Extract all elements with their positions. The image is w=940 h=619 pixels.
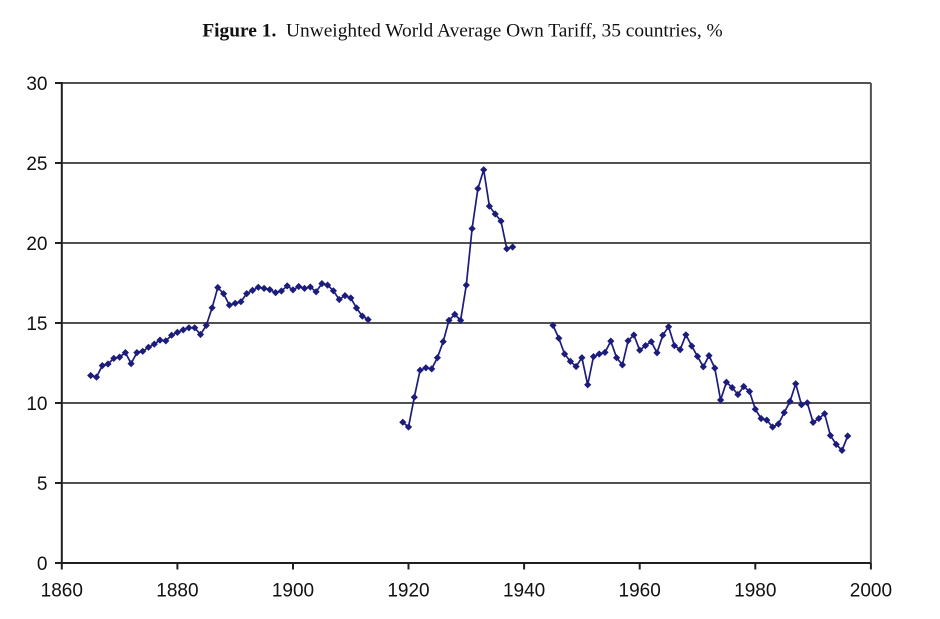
svg-text:30: 30: [26, 74, 47, 95]
svg-text:1900: 1900: [272, 580, 314, 601]
svg-text:1940: 1940: [503, 580, 545, 601]
svg-text:15: 15: [26, 314, 47, 335]
svg-text:1960: 1960: [619, 580, 661, 601]
svg-text:1880: 1880: [156, 580, 198, 601]
svg-text:1920: 1920: [387, 580, 429, 601]
svg-text:25: 25: [26, 154, 47, 175]
svg-text:5: 5: [37, 474, 48, 495]
svg-text:Figure 1. Unweighted World Av: Figure 1. Unweighted World Average Own T…: [202, 21, 722, 42]
svg-text:1980: 1980: [734, 580, 776, 601]
svg-text:20: 20: [26, 234, 47, 255]
svg-text:0: 0: [37, 554, 48, 575]
svg-text:1860: 1860: [41, 580, 83, 601]
svg-text:10: 10: [26, 394, 47, 415]
svg-text:2000: 2000: [850, 580, 892, 601]
